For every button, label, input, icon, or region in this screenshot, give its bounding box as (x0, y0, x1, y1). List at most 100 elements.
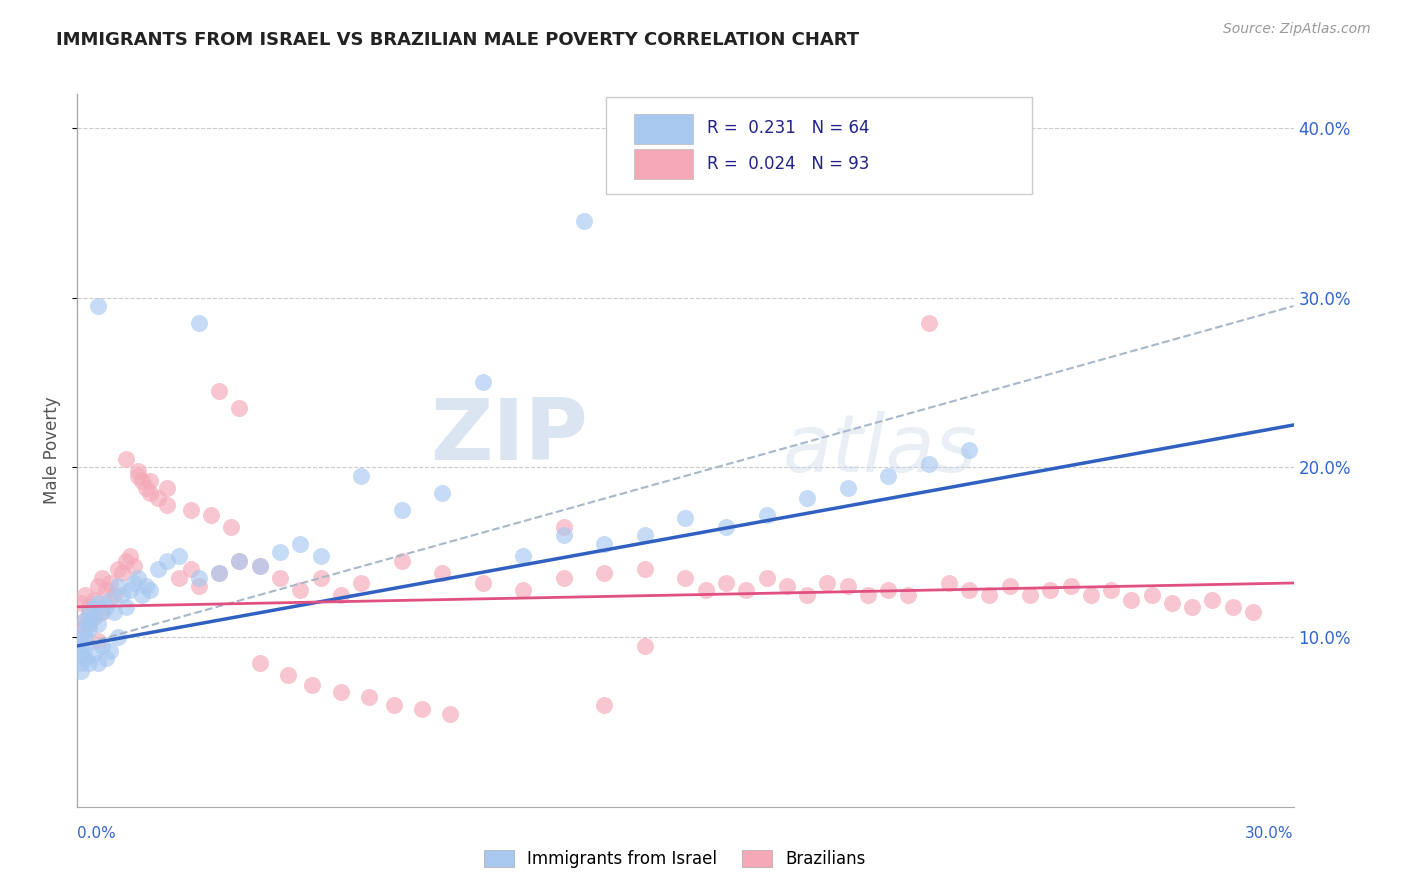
Point (1181, 599, 1204, 614)
Point (131, 474, 153, 488)
Point (94, 599, 117, 614)
Point (1241, 605, 1264, 619)
Point (122, 559, 145, 574)
Point (1099, 582, 1122, 597)
Point (512, 549, 534, 563)
Point (391, 554, 413, 568)
Y-axis label: Male Poverty: Male Poverty (42, 397, 60, 504)
Point (249, 559, 271, 574)
Point (86, 633, 108, 648)
Point (188, 571, 211, 585)
Point (79, 656, 101, 670)
Point (155, 554, 177, 568)
Point (94, 582, 117, 597)
Point (86, 656, 108, 670)
Point (228, 554, 250, 568)
Point (815, 576, 838, 591)
Point (208, 566, 231, 580)
Point (432, 566, 454, 580)
Point (998, 579, 1021, 593)
Point (350, 469, 373, 483)
Point (79, 622, 101, 636)
Point (439, 706, 461, 721)
Point (86, 616, 108, 631)
FancyBboxPatch shape (634, 149, 693, 179)
Point (70, 639, 93, 653)
Point (735, 582, 758, 597)
Point (432, 486, 454, 500)
Point (290, 537, 312, 551)
Point (471, 376, 494, 390)
Point (979, 588, 1001, 602)
Point (269, 545, 291, 559)
Point (512, 582, 534, 597)
Point (70, 648, 93, 662)
Point (897, 588, 920, 602)
Point (122, 576, 145, 591)
Point (1161, 596, 1184, 610)
Point (115, 554, 138, 568)
Point (83, 648, 105, 662)
Point (127, 571, 149, 585)
Point (572, 214, 595, 228)
Point (75, 639, 97, 653)
Point (83, 610, 105, 624)
Point (856, 588, 879, 602)
Point (98, 644, 121, 658)
Point (75, 588, 97, 602)
Point (755, 508, 778, 522)
Point (200, 508, 222, 522)
Point (135, 579, 157, 593)
Point (228, 401, 250, 415)
Point (135, 481, 157, 495)
Point (329, 588, 352, 602)
Text: atlas: atlas (783, 411, 977, 490)
Point (139, 474, 162, 488)
Point (796, 588, 818, 602)
Point (83, 593, 105, 607)
Point (127, 464, 149, 478)
Point (167, 549, 190, 563)
Point (957, 582, 980, 597)
Point (70, 631, 93, 645)
Point (1080, 588, 1102, 602)
Point (1140, 588, 1163, 602)
Point (103, 588, 125, 602)
Point (301, 678, 323, 692)
Point (359, 690, 381, 704)
Point (155, 498, 177, 512)
Point (1201, 593, 1223, 607)
FancyBboxPatch shape (634, 113, 693, 144)
Point (208, 566, 231, 580)
Point (553, 528, 575, 542)
Point (938, 576, 960, 591)
Point (1222, 599, 1244, 614)
Point (127, 469, 149, 483)
Point (103, 605, 125, 619)
Point (115, 452, 138, 467)
Point (148, 562, 170, 576)
Point (593, 698, 616, 713)
FancyBboxPatch shape (606, 97, 1032, 194)
Point (714, 576, 737, 591)
Point (309, 571, 332, 585)
Point (98, 576, 121, 591)
Point (79, 605, 101, 619)
Point (350, 576, 373, 591)
Point (79, 616, 101, 631)
Point (228, 554, 250, 568)
Point (837, 481, 859, 495)
Point (382, 698, 405, 713)
Point (70, 596, 93, 610)
Point (118, 549, 141, 563)
Point (70, 665, 93, 679)
Point (75, 631, 97, 645)
Point (290, 582, 312, 597)
Point (755, 571, 778, 585)
Point (1019, 588, 1042, 602)
Point (1039, 582, 1062, 597)
Point (155, 481, 177, 495)
Point (90, 639, 112, 653)
Point (107, 562, 129, 576)
Point (277, 667, 299, 681)
